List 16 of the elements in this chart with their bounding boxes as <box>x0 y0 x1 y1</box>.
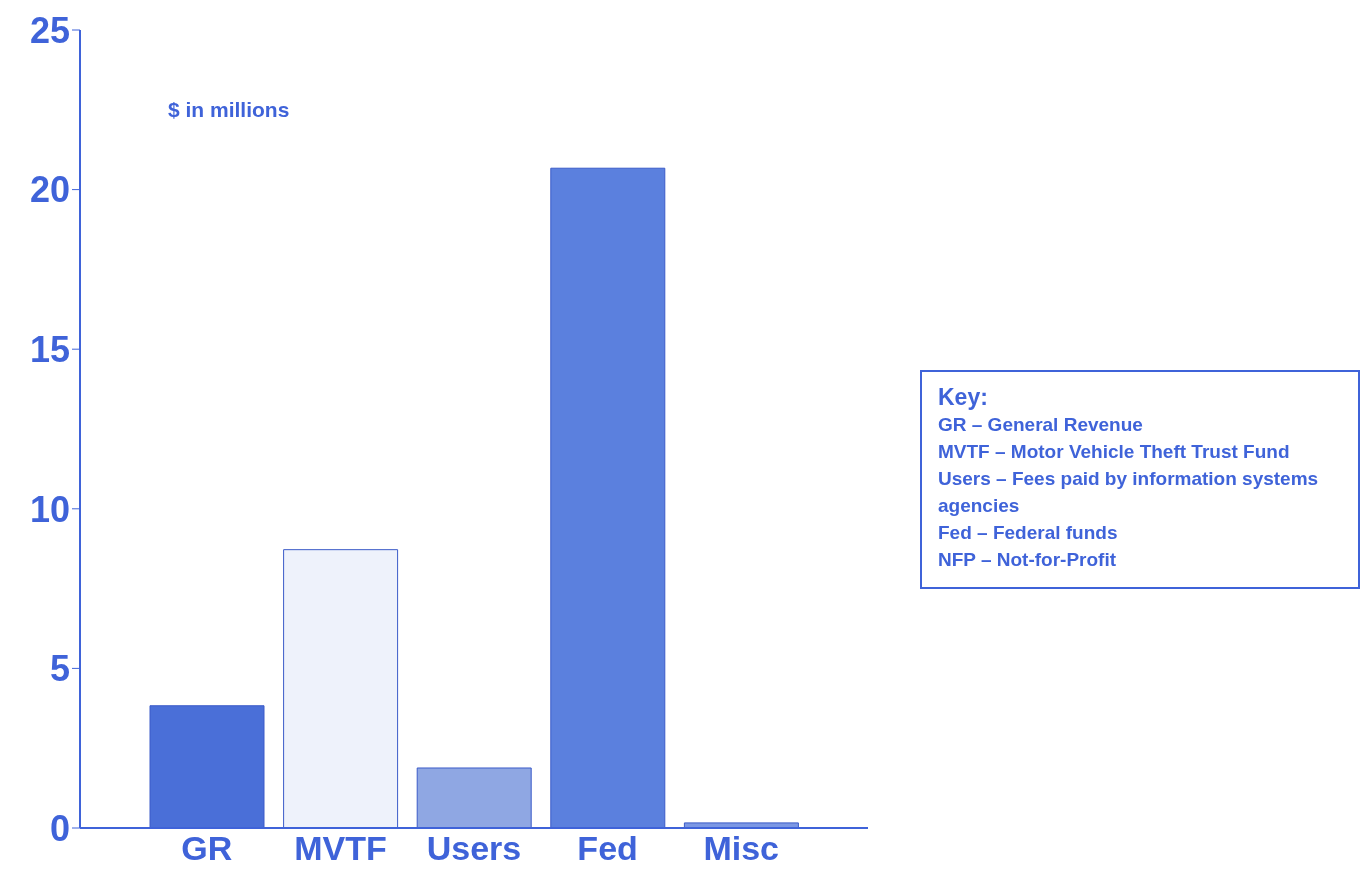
bar <box>550 167 666 828</box>
x-tick-label: Fed <box>577 829 638 868</box>
key-box: Key: GR – General Revenue MVTF – Motor Vehicle Theft Trust Fund Users – Fees paid by information systems agencies Fed – Federal funds NFP – Not-for-Profit <box>920 370 1360 589</box>
y-tick-label: 25 <box>29 9 70 51</box>
y-tick-label: 5 <box>49 648 70 690</box>
y-tick-label: 15 <box>29 328 70 370</box>
x-tick-label: Users <box>426 829 522 868</box>
y-tick-label: 0 <box>49 807 70 849</box>
y-tick-label: 20 <box>29 169 70 211</box>
x-tick-label: MVTF <box>294 829 387 868</box>
x-tick-label: Misc <box>703 829 779 868</box>
x-tick-label: GR <box>181 829 233 868</box>
annotation: $ in millions <box>168 98 290 122</box>
y-tick-label: 10 <box>29 488 70 530</box>
bar <box>416 767 532 828</box>
bar <box>283 549 399 828</box>
